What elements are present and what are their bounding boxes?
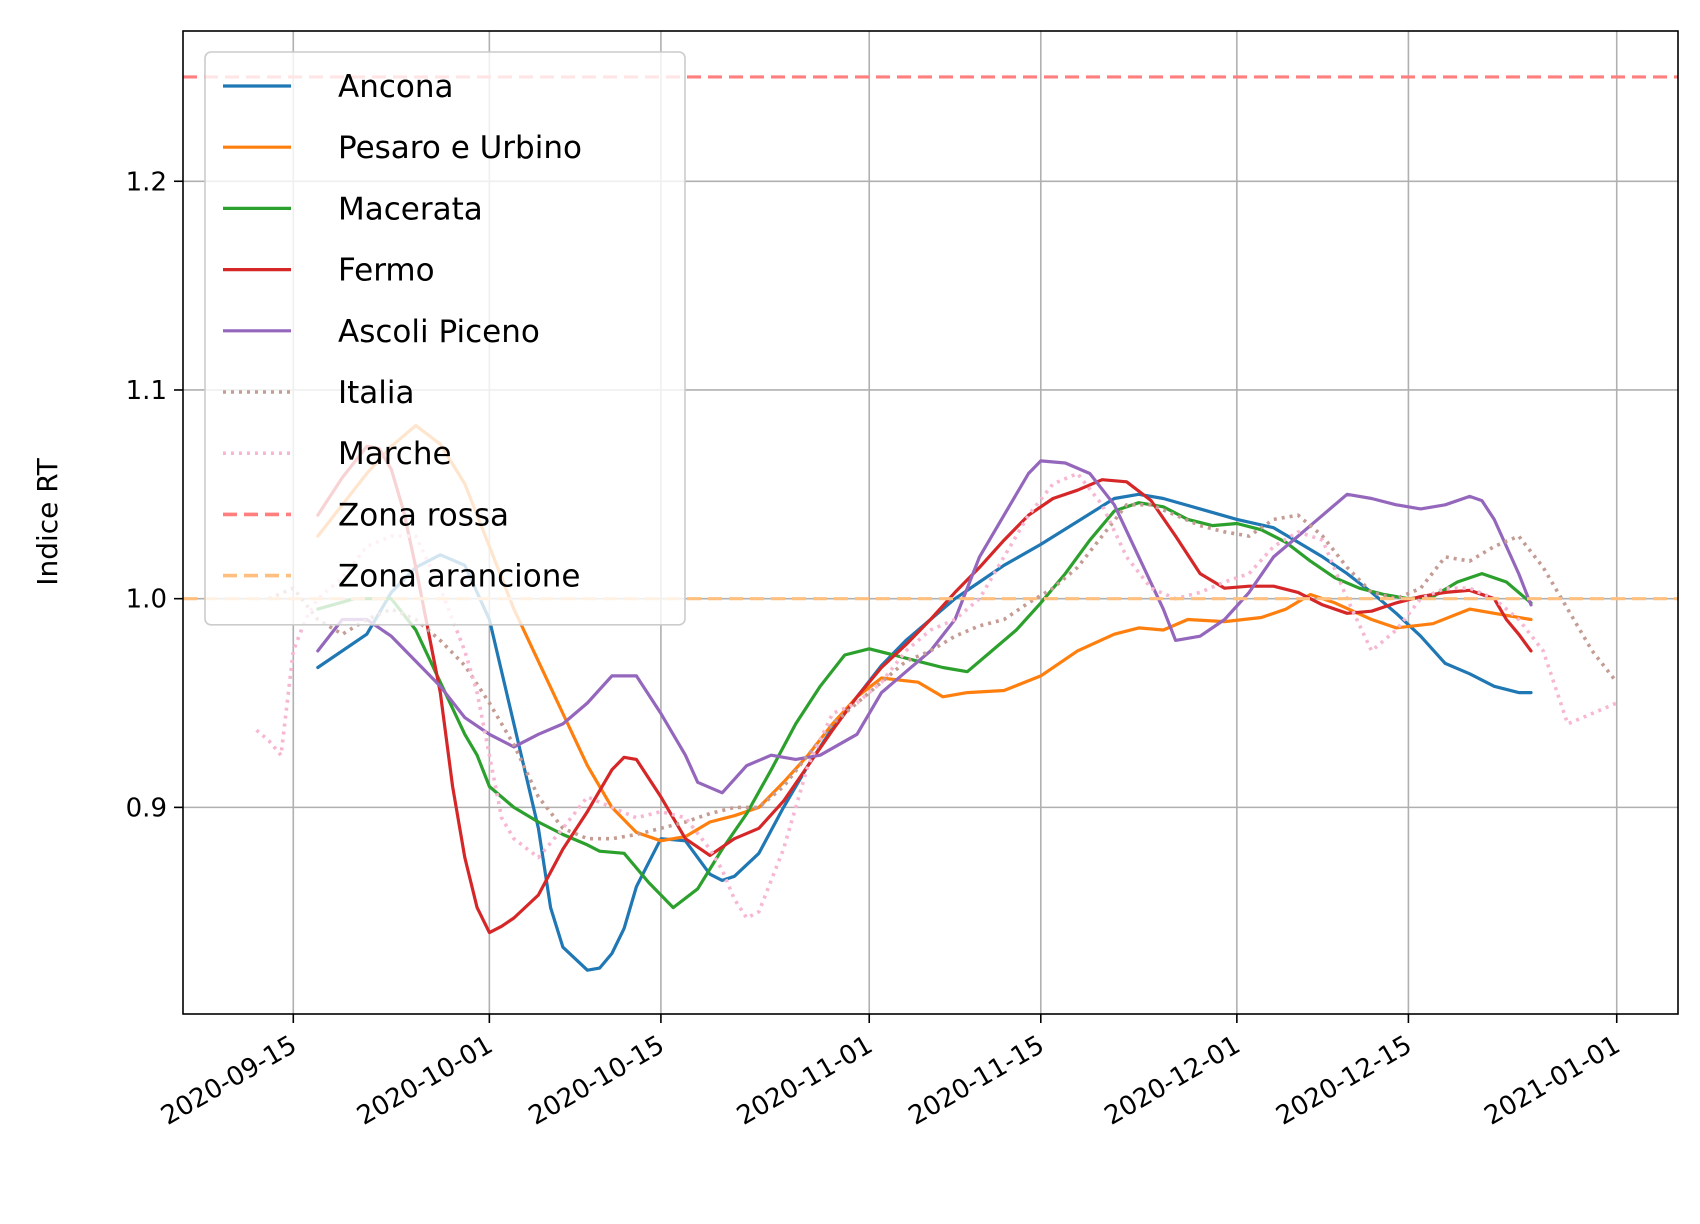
y-tick-label: 0.9: [126, 793, 167, 823]
y-axis: 0.9 1.0 1.1 1.2: [126, 167, 183, 823]
legend-label-ancona: Ancona: [338, 69, 454, 105]
legend-label-marche: Marche: [338, 436, 452, 472]
series-line-fermo: [316, 444, 1533, 935]
legend-label-macerata: Macerata: [338, 191, 483, 227]
legend-label-zona-arancione: Zona arancione: [338, 559, 580, 595]
y-axis-label: Indice RT: [31, 457, 64, 585]
y-tick-label: 1.2: [126, 167, 167, 197]
plot-frame: [182, 30, 1679, 1015]
legend-label-pesaro-e-urbino: Pesaro e Urbino: [338, 130, 582, 166]
legend-box: [204, 51, 686, 626]
legend-label-fermo: Fermo: [338, 253, 435, 289]
series-layer: [183, 75, 1678, 972]
legend: Ancona Pesaro e Urbino Macerata Fermo Ascoli…: [204, 51, 686, 626]
series-line-ascoli-piceno: [316, 459, 1533, 795]
legend-label-ascoli-piceno: Ascoli Piceno: [338, 314, 540, 350]
legend-label-italia: Italia: [338, 375, 415, 411]
y-tick-label: 1.1: [126, 376, 167, 406]
legend-label-zona-rossa: Zona rossa: [338, 497, 509, 533]
y-tick-label: 1.0: [126, 585, 167, 615]
